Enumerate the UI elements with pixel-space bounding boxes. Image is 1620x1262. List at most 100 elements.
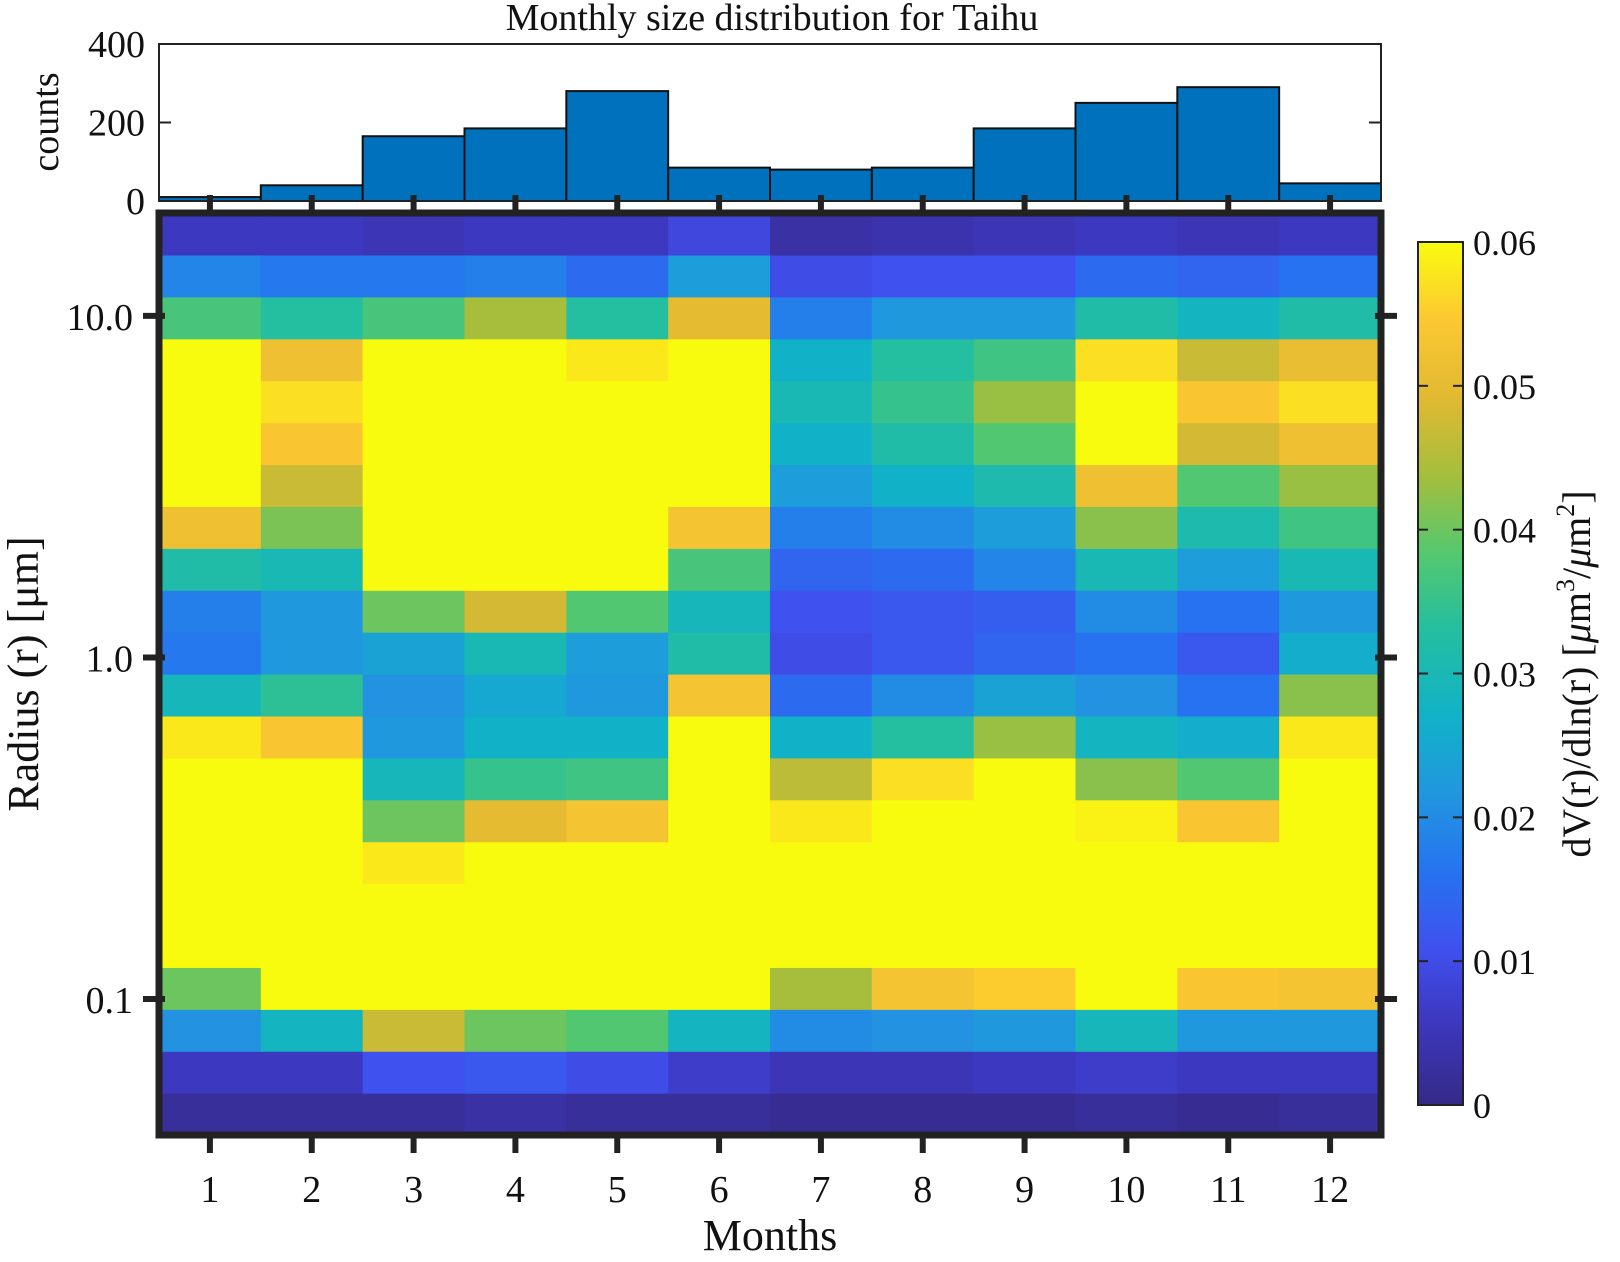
histogram-y-tick-label: 0 — [126, 181, 145, 223]
heatmap-cell — [770, 254, 873, 298]
heatmap-cell — [1177, 925, 1280, 968]
heatmap-cell — [1075, 296, 1178, 340]
heatmap-cell — [1177, 632, 1280, 675]
colorbar-tick-label: 0.04 — [1473, 511, 1536, 551]
heatmap-cell — [362, 883, 466, 927]
heatmap-cell — [260, 254, 364, 298]
heatmap-cell — [1279, 590, 1382, 633]
heatmap-cell — [1279, 254, 1382, 298]
heatmap-cell — [973, 548, 1077, 591]
heatmap-cell — [159, 799, 262, 843]
heatmap-cell — [464, 799, 567, 843]
heatmap-cell — [159, 506, 262, 549]
heatmap-cell — [871, 1009, 975, 1052]
heatmap-cell — [770, 925, 873, 968]
heatmap-cell — [1177, 1093, 1280, 1136]
heatmap-cell — [871, 548, 975, 591]
heatmap-cell — [260, 757, 364, 801]
heatmap-cell — [770, 1093, 873, 1136]
heatmap-cell — [464, 254, 567, 298]
heatmap-cell — [973, 632, 1077, 675]
x-tick-label: 4 — [506, 1169, 525, 1211]
heatmap-cell — [1279, 1009, 1382, 1052]
heatmap-cell — [1279, 967, 1382, 1010]
heatmap-cell — [566, 1051, 669, 1094]
colorbar-label: dV(r)/dln(r) [μm3/μm2] — [1551, 490, 1599, 857]
heatmap-cell — [668, 422, 771, 466]
heatmap-cell — [770, 296, 873, 340]
heatmap-cell — [260, 883, 364, 927]
heatmap-cell — [871, 715, 975, 759]
heatmap-cell — [770, 590, 873, 633]
heatmap-cell — [566, 883, 669, 927]
heatmap-cell — [770, 422, 873, 466]
heatmap-x-ticks: 1 2 3 4 5 6 7 8 9 10 11 12 — [200, 195, 1349, 1211]
heatmap-cell — [464, 715, 567, 759]
heatmap-cell — [159, 338, 262, 382]
heatmap-cell — [464, 1009, 567, 1052]
heatmap-cell — [1279, 883, 1382, 927]
heatmap-cell — [770, 506, 873, 549]
heatmap-cell — [1075, 799, 1178, 843]
colorbar-tick-label: 0.05 — [1473, 367, 1536, 407]
heatmap-cell — [668, 841, 771, 885]
heatmap-cell — [668, 506, 771, 549]
heatmap-cell — [464, 883, 567, 927]
heatmap-cell — [668, 338, 771, 382]
heatmap-cell — [362, 925, 466, 968]
heatmap-cell — [871, 1051, 975, 1094]
heatmap-cell — [871, 925, 975, 968]
heatmap-cell — [1177, 1009, 1280, 1052]
heatmap-cell — [260, 1009, 364, 1052]
heatmap-cell — [973, 464, 1077, 507]
heatmap-cell — [668, 883, 771, 927]
heatmap-cell — [1279, 757, 1382, 801]
heatmap-cell — [260, 1093, 364, 1136]
heatmap-cell — [260, 841, 364, 885]
heatmap-cell — [973, 925, 1077, 968]
heatmap-cell — [362, 1009, 466, 1052]
heatmap-cell — [871, 213, 975, 256]
heatmap-cell — [362, 296, 466, 340]
heatmap-cell — [260, 464, 364, 507]
heatmap-cell — [871, 254, 975, 298]
heatmap-cell — [159, 380, 262, 424]
heatmap-cell — [770, 380, 873, 424]
heatmap-y-ticks: 0.1 1.0 10.0 — [67, 297, 1397, 1022]
heatmap-cell — [362, 464, 466, 507]
heatmap-cell — [260, 715, 364, 759]
histogram-title: Monthly size distribution for Taihu — [506, 0, 1039, 39]
heatmap-cell — [1075, 548, 1178, 591]
heatmap-cell — [260, 338, 364, 382]
x-tick-label: 9 — [1015, 1169, 1034, 1211]
colorbar-tick-label: 0 — [1473, 1086, 1491, 1126]
heatmap-cell — [973, 1051, 1077, 1094]
heatmap-cell — [668, 632, 771, 675]
heatmap-cell — [464, 757, 567, 801]
heatmap-cell — [159, 715, 262, 759]
heatmap-cell — [1177, 213, 1280, 256]
heatmap-cell — [566, 715, 669, 759]
heatmap-cell — [770, 213, 873, 256]
heatmap-cell — [362, 632, 466, 675]
y-tick-label: 10.0 — [67, 297, 134, 339]
heatmap-cell — [973, 715, 1077, 759]
heatmap-cell — [1279, 715, 1382, 759]
heatmap-cell — [566, 967, 669, 1010]
heatmap-y-axis-label: Radius (r) [μm] — [0, 536, 48, 811]
heatmap-cell — [260, 296, 364, 340]
heatmap-cell — [362, 506, 466, 549]
heatmap-cell — [973, 1009, 1077, 1052]
heatmap-cell — [1075, 464, 1178, 507]
heatmap-cell — [159, 757, 262, 801]
heatmap-cell — [159, 632, 262, 675]
heatmap-cell — [1075, 590, 1178, 633]
heatmap-cell — [871, 841, 975, 885]
heatmap-cell — [1279, 841, 1382, 885]
heatmap-cell — [1279, 464, 1382, 507]
heatmap-cell — [973, 422, 1077, 466]
heatmap-cell — [159, 674, 262, 717]
heatmap-cell — [159, 841, 262, 885]
heatmap-cell — [159, 548, 262, 591]
heatmap-cell — [1075, 925, 1178, 968]
